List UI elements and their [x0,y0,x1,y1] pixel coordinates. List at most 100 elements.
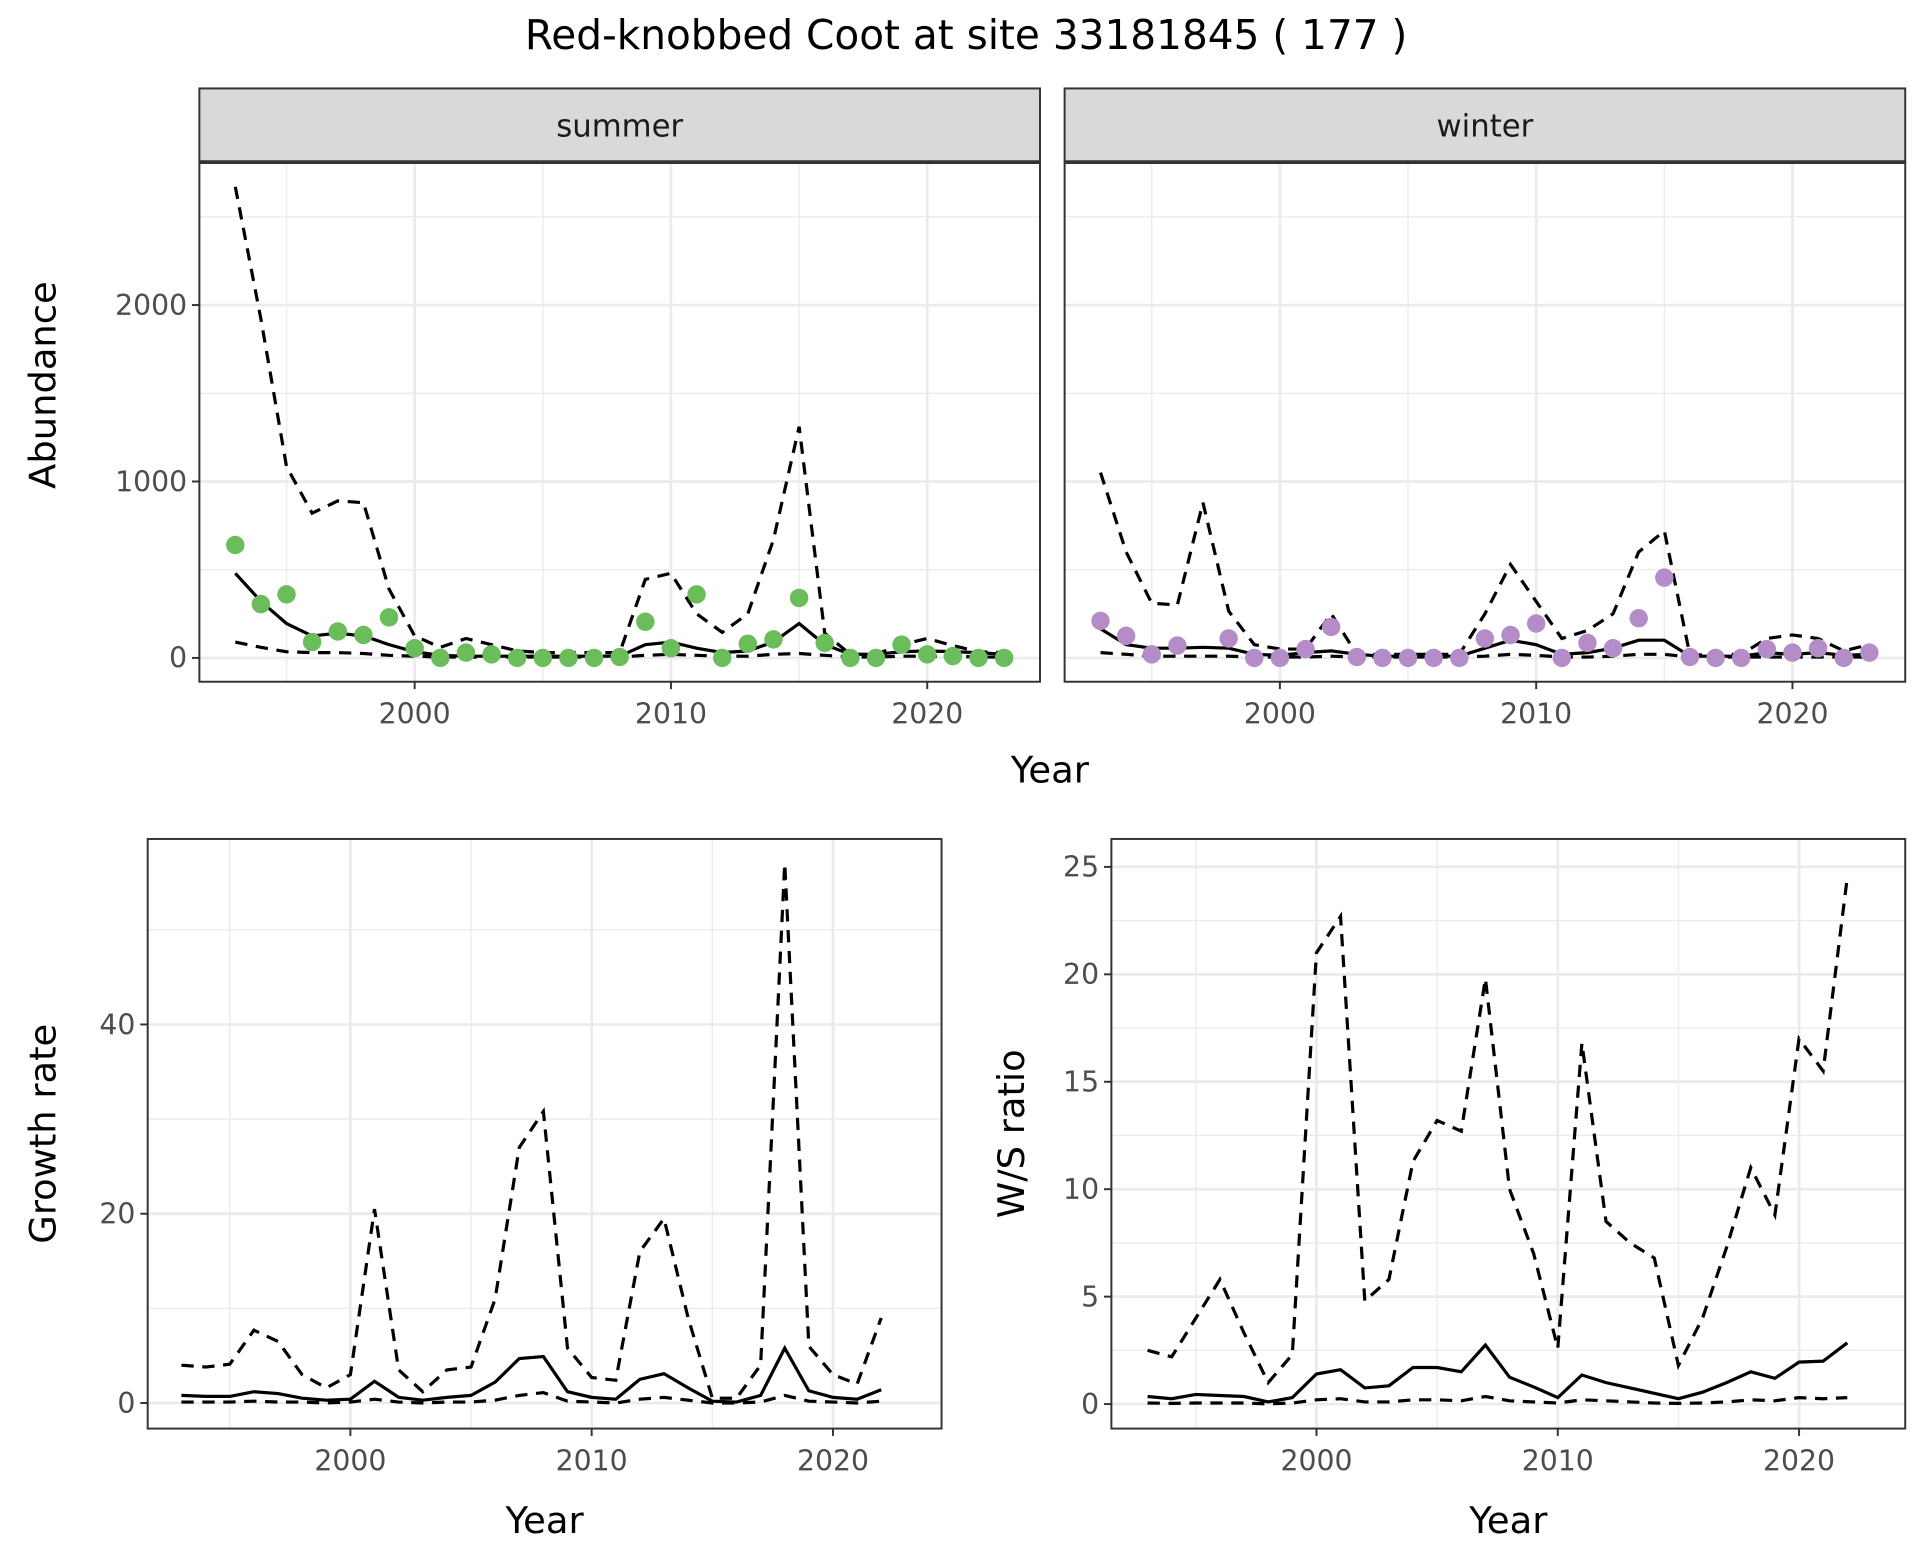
y-tick-label: 40 [99,1008,135,1041]
data-point [1424,648,1443,668]
panel-border [146,837,943,1430]
facet-strip [198,87,1041,164]
data-point [866,648,886,668]
data-point [1219,629,1238,648]
lower-bound-line [1147,1394,1848,1406]
data-point [584,648,604,668]
data-point [1526,614,1546,633]
data-point [328,622,348,641]
y-tick-label: 20 [99,1198,135,1231]
data-point [354,625,373,645]
y-tick-label: 0 [117,1387,135,1420]
data-point [1757,639,1777,659]
x-tick-label: 2010 [1522,1444,1594,1477]
data-point [1091,611,1110,631]
data-point [1783,643,1802,662]
x-tick-label: 2000 [379,698,451,731]
x-tick-label: 2020 [891,698,963,731]
data-point [1398,648,1418,668]
data-point [1501,625,1520,645]
x-tick-label: 2020 [797,1444,869,1477]
data-point [1706,648,1725,668]
data-point [687,585,706,604]
x-axis-label: Year [1010,748,1090,791]
data-point [1731,648,1751,668]
chart-title: Red-knobbed Coot at site 33181845 ( 177 … [525,11,1407,59]
mean-line [181,1344,882,1404]
data-point [943,646,963,666]
data-point [764,630,783,649]
upper-bound-line [1147,877,1849,1386]
y-tick-label: 2000 [115,289,187,322]
data-point [405,638,424,658]
x-tick-label: 2000 [314,1444,386,1477]
lower-bound-line [181,1390,882,1405]
facet-label: summer [556,108,683,144]
x-tick-label: 2000 [1280,1444,1352,1477]
data-point [1450,648,1469,668]
x-axis-label: Year [505,1499,585,1542]
data-point [1116,626,1136,646]
data-point [815,633,834,653]
data-point [712,648,732,668]
data-point [1168,636,1187,655]
data-point [302,632,322,652]
x-tick-label: 2010 [635,698,707,731]
data-point [1834,648,1853,668]
data-point [661,638,681,658]
data-point [610,647,629,667]
y-tick-label: 0 [169,642,187,675]
facet-label: winter [1437,108,1534,144]
data-point [636,612,655,631]
data-point [277,585,296,604]
data-point [969,648,988,668]
data-point [1655,568,1674,587]
panel-w-s-ratio: 2000 2010 2020 0 5 10 15 20 25 W/S ratio Year [990,837,1907,1542]
data-point [1245,648,1264,668]
mean-line [1147,1341,1849,1404]
y-axis-label: Abundance [21,281,64,489]
data-point [789,588,809,608]
data-point [482,645,501,664]
data-point [226,535,245,555]
plot-background [1064,162,1906,682]
y-axis-label: Growth rate [21,1024,64,1244]
y-tick-label: 15 [1063,1066,1099,1099]
upper-bound-line [181,863,883,1400]
panel-winter: winter 2000 2010 2020 [1063,87,1907,731]
lower-bound-line [1100,651,1870,659]
data-point [1680,647,1700,667]
data-point [1808,638,1828,658]
panel-summer: summer 2000 2010 2020 0 1000 2000 Abundance [21,87,1041,731]
data-point [1629,609,1648,628]
data-point [1475,629,1495,648]
data-point [559,648,578,668]
data-point [1142,645,1161,664]
x-axis-label: Year [1468,1499,1548,1542]
y-tick-label: 20 [1063,958,1099,991]
data-point [892,635,911,654]
x-tick-label: 2000 [1244,698,1316,731]
data-point [918,645,937,664]
plot-background [1111,838,1906,1429]
data-point [1578,633,1597,653]
data-point [841,648,860,668]
y-tick-label: 1000 [115,465,187,498]
x-tick-label: 2020 [1763,1444,1835,1477]
y-tick-label: 0 [1081,1388,1099,1421]
data-point [1270,648,1290,668]
plot-background [199,162,1040,682]
data-point [507,648,527,668]
panel-border [1110,837,1907,1430]
x-tick-label: 2010 [1500,698,1572,731]
data-point [1603,638,1623,658]
data-point [994,648,1014,668]
data-point [456,643,476,662]
y-tick-label: 10 [1063,1173,1099,1206]
data-point [1347,647,1367,667]
data-point [1552,648,1572,668]
x-tick-label: 2010 [556,1444,628,1477]
y-tick-label: 5 [1081,1280,1099,1313]
panel-growth-rate: 2000 2010 2020 0 20 40 Growth rate Year [21,837,943,1542]
